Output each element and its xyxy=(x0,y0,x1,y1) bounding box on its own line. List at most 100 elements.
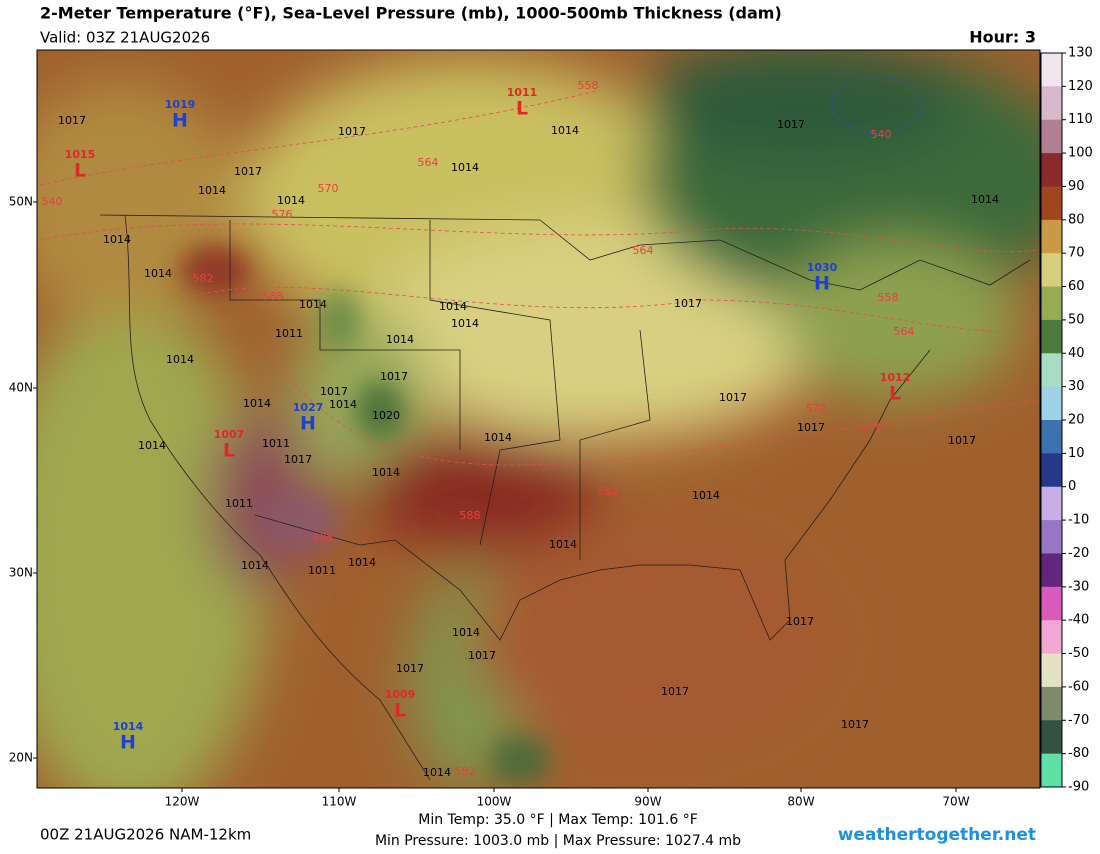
colorbar-segment xyxy=(1041,253,1062,288)
isobar-label: 1011 xyxy=(275,327,303,340)
title: 2-Meter Temperature (°F), Sea-Level Pres… xyxy=(40,4,782,23)
isobar-label: 1017 xyxy=(786,615,814,628)
latitude-label: 30N xyxy=(9,566,33,580)
isobar-label: 1014 xyxy=(386,333,414,346)
temp-range: Min Temp: 35.0 °F | Max Temp: 101.6 °F xyxy=(418,812,698,828)
colorbar-label: -50 xyxy=(1068,646,1089,661)
isobar-label: 1017 xyxy=(320,385,348,398)
colorbar-label: 100 xyxy=(1068,146,1093,161)
colorbar-label: 90 xyxy=(1068,179,1085,194)
isobar-label: 1014 xyxy=(423,766,451,779)
isobar-label: 1011 xyxy=(225,497,253,510)
pressure-value: 1014 xyxy=(113,720,144,733)
isobar-label: 1014 xyxy=(692,489,720,502)
isobar-label: 1020 xyxy=(372,409,400,422)
colorbar-label: 80 xyxy=(1068,212,1085,227)
pressure-letter: H xyxy=(814,273,830,295)
pressure-letter: H xyxy=(120,732,136,754)
isobar-label: 1014 xyxy=(549,538,577,551)
isobar-label: 1017 xyxy=(396,662,424,675)
colorbar-segment xyxy=(1041,53,1062,87)
isobar-label: 1017 xyxy=(719,391,747,404)
thickness-label: 558 xyxy=(878,291,899,304)
colorbar-segment xyxy=(1041,319,1062,354)
colorbar-segment xyxy=(1041,453,1062,488)
colorbar-label: -70 xyxy=(1068,713,1089,728)
colorbar-label: -20 xyxy=(1068,546,1089,561)
colorbar-label: 0 xyxy=(1068,479,1076,494)
map-frame xyxy=(36,49,1041,789)
pressure-value: 1009 xyxy=(385,688,416,701)
thickness-label: 588 xyxy=(313,531,334,544)
isobar-label: 1014 xyxy=(452,626,480,639)
isobar-label: 1014 xyxy=(144,267,172,280)
colorbar-label: -90 xyxy=(1068,780,1089,795)
isobar-label: 1011 xyxy=(262,437,290,450)
isobar-label: 1014 xyxy=(103,233,131,246)
thickness-label: 558 xyxy=(578,79,599,92)
thickness-label: 582 xyxy=(193,272,214,285)
isobar-label: 1011 xyxy=(308,564,336,577)
pressure-letter: L xyxy=(74,160,86,182)
isobar-label: 1014 xyxy=(138,439,166,452)
colorbar-segment xyxy=(1041,520,1062,554)
isobar-label: 1017 xyxy=(797,421,825,434)
isobar-label: 1017 xyxy=(661,685,689,698)
isobar-label: 1017 xyxy=(468,649,496,662)
pressure-letter: L xyxy=(223,440,235,462)
colorbar-segment xyxy=(1041,720,1062,755)
isobar-label: 1014 xyxy=(451,317,479,330)
pressure-value: 1027 xyxy=(293,401,324,414)
isobar-label: 1014 xyxy=(484,431,512,444)
thickness-label: 588 xyxy=(460,509,481,522)
site-name[interactable]: weathertogether.net xyxy=(838,825,1036,845)
isobar-label: 1014 xyxy=(451,161,479,174)
longitude-label: 80W xyxy=(787,795,814,809)
isobar-label: 1014 xyxy=(277,194,305,207)
isobar-label: 1017 xyxy=(841,718,869,731)
thickness-label: 582 xyxy=(455,765,476,778)
pressure-letter: L xyxy=(516,98,528,120)
colorbar-segment xyxy=(1041,386,1062,421)
thickness-label: 540 xyxy=(871,128,892,141)
colorbar-segment xyxy=(1041,620,1062,655)
colorbar-segment xyxy=(1041,686,1062,721)
isobar-label: 1017 xyxy=(284,453,312,466)
colorbar-segment xyxy=(1041,553,1062,588)
colorbar-segment xyxy=(1041,753,1062,788)
longitude-label: 90W xyxy=(634,795,661,809)
colorbar-label: 70 xyxy=(1068,246,1085,261)
colorbar-segment xyxy=(1041,219,1062,254)
isobar-label: 1017 xyxy=(338,125,366,138)
thickness-label: 564 xyxy=(894,325,915,338)
colorbar-segment xyxy=(1041,653,1062,688)
colorbar-segment xyxy=(1041,153,1062,187)
colorbar-segment xyxy=(1041,586,1062,621)
isobar-label: 1014 xyxy=(241,559,269,572)
thickness-label: 582 xyxy=(598,485,619,498)
pressure-value: 1007 xyxy=(214,428,245,441)
latitude-label: 40N xyxy=(9,381,33,395)
colorbar-segment xyxy=(1041,486,1062,521)
thickness-label: 564 xyxy=(633,244,654,257)
map-field xyxy=(37,50,1040,788)
thickness-label: 570 xyxy=(318,182,339,195)
model-run: 00Z 21AUG2026 NAM-12km xyxy=(40,826,251,844)
isobar-label: 1014 xyxy=(243,397,271,410)
colorbar-label: 60 xyxy=(1068,279,1085,294)
pressure-value: 1012 xyxy=(880,371,911,384)
latitude-label: 20N xyxy=(9,751,33,765)
colorbar-label: 20 xyxy=(1068,413,1085,428)
isobar-label: 1017 xyxy=(234,165,262,178)
colorbar-label: 110 xyxy=(1068,112,1093,127)
pressure-letter: L xyxy=(394,700,406,722)
pressure-letter: L xyxy=(889,383,901,405)
colorbar-segment xyxy=(1041,86,1062,121)
pressure-letter: H xyxy=(172,110,188,132)
colorbar-label: 50 xyxy=(1068,312,1085,327)
colorbar-label: -30 xyxy=(1068,579,1089,594)
colorbar-label: 130 xyxy=(1068,46,1093,61)
isobar-label: 1014 xyxy=(348,556,376,569)
longitude-label: 120W xyxy=(165,795,200,809)
